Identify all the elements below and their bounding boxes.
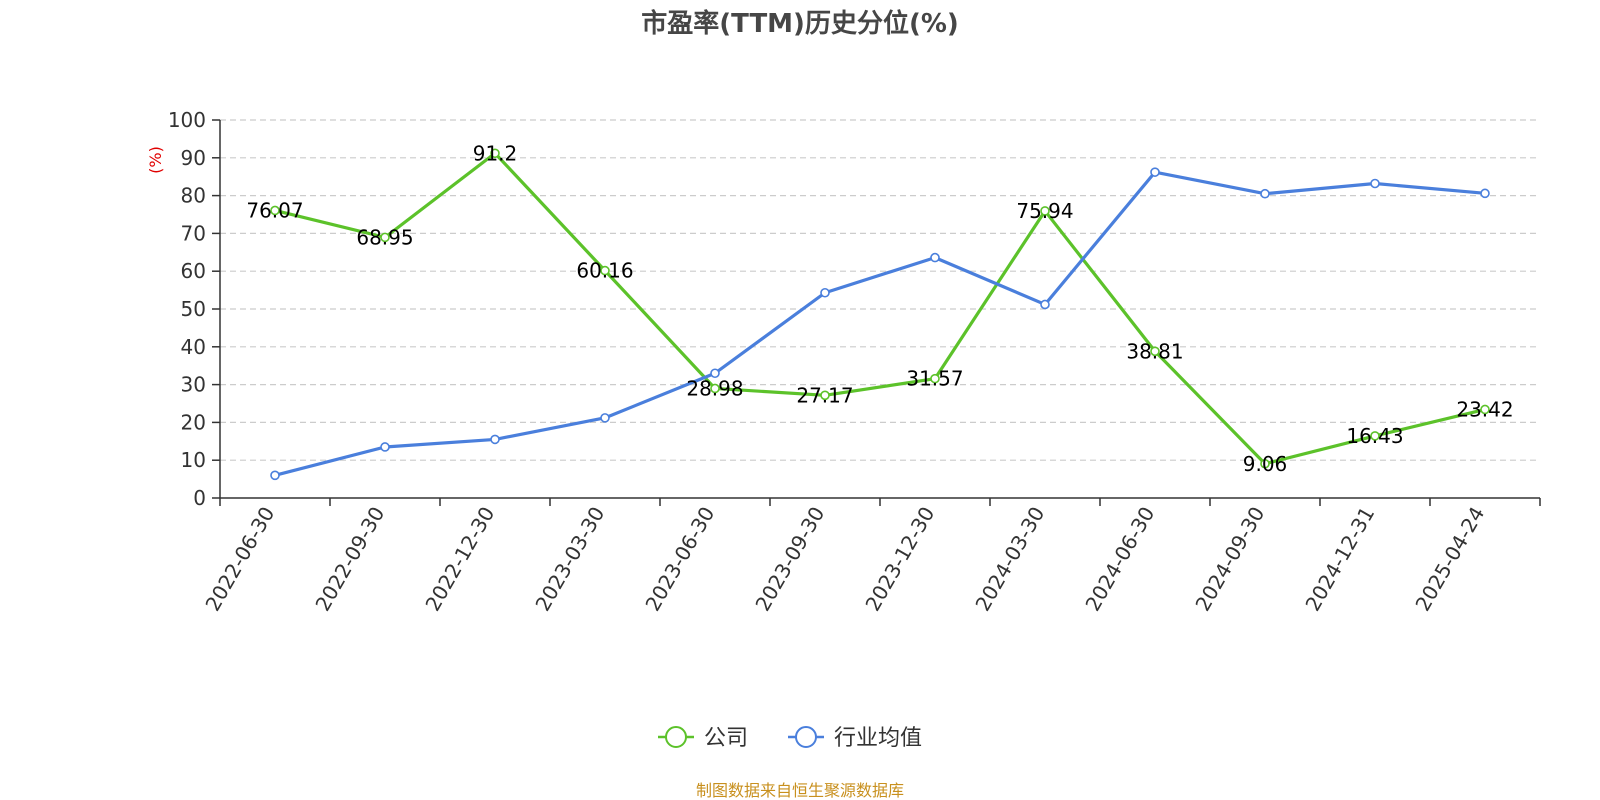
data-point[interactable] <box>270 470 280 481</box>
legend[interactable]: 公司 行业均值 <box>658 726 922 751</box>
x-tick-label: 2024-06-30 <box>1080 503 1159 616</box>
data-point[interactable] <box>380 442 390 452</box>
x-tick-label: 2022-06-30 <box>200 503 279 616</box>
data-label: 16.43 <box>1346 424 1403 448</box>
data-label: 75.94 <box>1016 199 1073 223</box>
gridlines <box>220 119 1540 461</box>
x-tick-label: 2022-09-30 <box>310 503 389 616</box>
data-label: 76.07 <box>246 198 303 222</box>
data-point[interactable] <box>1040 206 1050 216</box>
x-tick-label: 2024-12-31 <box>1300 503 1379 616</box>
y-tick-label: 10 <box>181 448 206 472</box>
data-point[interactable] <box>1480 188 1490 199</box>
series-line <box>274 170 1486 477</box>
axes: 0 10 20 30 40 50 60 70 80 90 100 2022-06-30 2022-09-… <box>168 108 1541 616</box>
data-point[interactable] <box>1260 458 1270 469</box>
data-label: 28.98 <box>686 376 743 400</box>
data-point[interactable] <box>820 287 830 298</box>
data-point[interactable] <box>490 434 500 445</box>
y-tick-label: 50 <box>181 297 206 321</box>
data-label: 23.42 <box>1456 397 1513 421</box>
data-label: 91.2 <box>473 141 518 165</box>
data-point[interactable] <box>930 373 940 384</box>
y-tick-label: 80 <box>181 184 206 208</box>
data-point[interactable] <box>600 265 610 276</box>
data-point[interactable] <box>490 148 500 159</box>
data-point[interactable] <box>820 390 830 401</box>
data-point[interactable] <box>1150 167 1160 177</box>
x-tick-label: 2024-09-30 <box>1190 503 1269 616</box>
data-point[interactable] <box>1370 431 1380 441</box>
data-point[interactable] <box>1040 299 1050 310</box>
data-point[interactable] <box>380 232 390 243</box>
x-tick-label: 2023-06-30 <box>640 503 719 616</box>
y-tick-label: 0 <box>193 486 206 510</box>
x-tick-label: 2022-12-30 <box>420 503 499 616</box>
data-labels: 76.07 68.95 91.2 60.16 28.98 27.17 31.57 75.94 3… <box>246 141 1513 475</box>
y-tick-label: 100 <box>168 108 206 132</box>
y-tick-label: 90 <box>181 146 206 170</box>
data-label: 9.06 <box>1243 452 1288 476</box>
data-label: 27.17 <box>796 383 853 407</box>
y-tick-label: 40 <box>181 335 206 359</box>
x-tick-label: 2023-12-30 <box>860 503 939 616</box>
series-line <box>274 151 1486 466</box>
series-lines <box>270 148 1490 481</box>
legend-item-label[interactable]: 公司 <box>704 726 748 751</box>
legend-marker <box>795 726 817 748</box>
data-point[interactable] <box>600 413 610 423</box>
data-point[interactable] <box>710 368 720 379</box>
legend-item-label[interactable]: 行业均值 <box>834 726 922 751</box>
x-tick-label: 2025-04-24 <box>1410 503 1489 616</box>
chart-title: 市盈率(TTM)历史分位(%) <box>641 8 959 39</box>
data-label: 31.57 <box>906 367 963 391</box>
data-label: 68.95 <box>356 225 413 249</box>
data-label: 60.16 <box>576 259 633 283</box>
data-point[interactable] <box>930 252 940 263</box>
y-axis-label: (%) <box>146 146 165 174</box>
x-tick-label: 2023-03-30 <box>530 503 609 616</box>
x-tick-label: 2024-03-30 <box>970 503 1049 616</box>
data-point[interactable] <box>1150 346 1160 357</box>
data-point[interactable] <box>270 205 280 216</box>
data-point[interactable] <box>1480 404 1490 415</box>
y-tick-label: 70 <box>181 221 206 245</box>
legend-marker <box>665 726 687 748</box>
data-label: 38.81 <box>1126 339 1183 363</box>
data-point[interactable] <box>1370 178 1380 189</box>
x-tick-label: 2023-09-30 <box>750 503 829 616</box>
data-point[interactable] <box>710 383 720 394</box>
y-tick-label: 60 <box>181 259 206 283</box>
y-tick-label: 20 <box>181 410 206 434</box>
y-tick-label: 30 <box>181 373 206 397</box>
source-note: 制图数据来自恒生聚源数据库 <box>696 781 904 800</box>
data-point[interactable] <box>1260 188 1270 199</box>
